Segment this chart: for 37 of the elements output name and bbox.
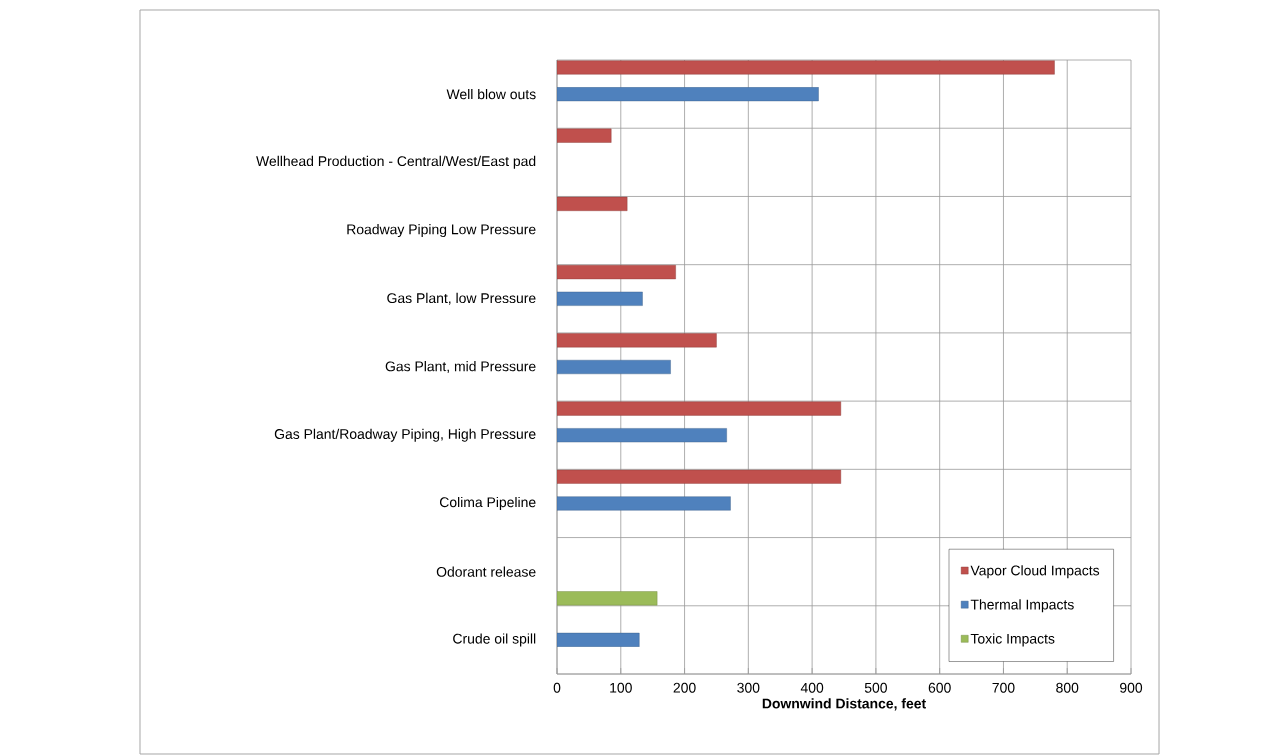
x-tick-label: 400 (800, 682, 824, 693)
y-tick-label: Gas Plant, low Pressure (387, 292, 536, 305)
legend-label: Thermal Impacts (970, 599, 1074, 613)
y-tick-label: Gas Plant, mid Pressure (385, 361, 536, 373)
bar (557, 428, 727, 443)
bar (557, 359, 671, 375)
x-tick-label: 800 (1056, 682, 1079, 693)
x-axis-title: Downwind Distance, feet (762, 698, 926, 711)
y-tick-label: Gas Plant/Roadway Piping, High Pressure (274, 428, 536, 442)
bar (557, 401, 842, 416)
x-tick-label: 100 (610, 682, 632, 693)
bar (557, 469, 842, 484)
x-tick-label: 900 (1120, 682, 1143, 693)
legend-label: Toxic Impacts (970, 633, 1055, 647)
y-tick-label: Well blow outs (446, 89, 536, 100)
x-tick-label: 0 (553, 682, 561, 693)
bar (557, 87, 819, 102)
x-tick-label: 200 (673, 682, 696, 693)
y-tick-label: Roadway Piping Low Pressure (347, 224, 536, 238)
bar (557, 128, 612, 143)
bar (557, 591, 658, 606)
bar (557, 291, 643, 306)
y-tick-label: Colima Pipeline (439, 496, 536, 510)
y-tick-label: Crude oil spill (453, 633, 536, 647)
y-tick-label: Wellhead Production - Central/West/East pad (256, 155, 536, 169)
x-tick-label: 600 (928, 682, 951, 693)
bar (557, 632, 640, 647)
x-tick-label: 700 (992, 682, 1015, 693)
legend-label: Vapor Cloud Impacts (970, 565, 1100, 579)
y-tick-label: Odorant release (436, 566, 536, 577)
bar (557, 496, 731, 511)
x-tick-label: 500 (864, 682, 887, 693)
bar (557, 333, 717, 348)
bar (557, 265, 676, 280)
x-tick-label: 300 (737, 682, 760, 693)
bar (557, 60, 1055, 75)
bar (557, 196, 628, 211)
